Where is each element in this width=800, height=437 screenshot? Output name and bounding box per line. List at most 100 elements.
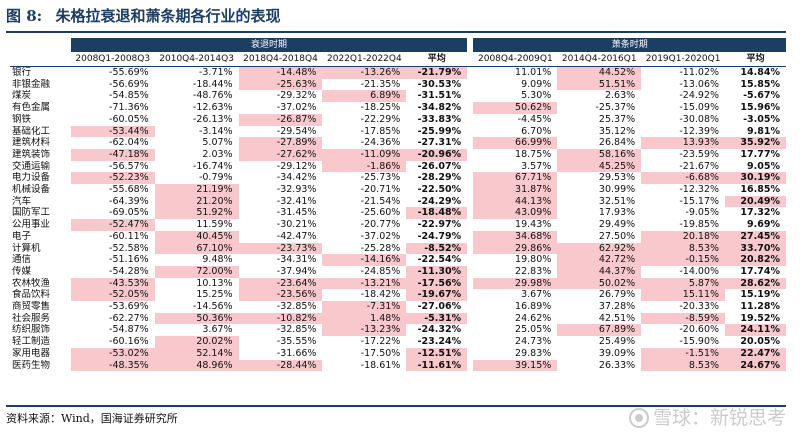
value-cell: -14.00%	[679, 265, 720, 277]
snowball-logo-icon	[628, 408, 649, 428]
value-cell: -15.90%	[679, 336, 720, 348]
source-note: 资料来源：Wind，国海证券研究所	[6, 412, 178, 425]
table-row: 商贸零售 -53.69% -14.56% -32.85% -7.31% -27.06% 16…	[10, 301, 786, 313]
bottom-rule	[6, 405, 786, 407]
value-cell: -54.28%	[109, 265, 149, 277]
value-cell: -16.74%	[192, 160, 233, 172]
value-cell: -10.82%	[238, 312, 323, 325]
value-cell: -30.08%	[679, 113, 720, 125]
average-cell: -33.83%	[417, 113, 462, 125]
table-row: 食品饮料 -52.05% 15.25% -23.56% -18.42% -19.67% 3.…	[10, 289, 786, 302]
value-cell: -29.54%	[276, 125, 317, 137]
value-cell: -32.85%	[276, 324, 317, 336]
value-cell: -34.42%	[276, 172, 317, 184]
value-cell: 3.67%	[521, 289, 552, 301]
period-header-average: 平均	[406, 52, 468, 67]
industry-name: 建筑装饰	[12, 148, 51, 160]
value-cell: 26.33%	[598, 359, 636, 371]
value-cell: 32.51%	[598, 195, 636, 207]
value-cell: 8.53%	[641, 359, 726, 372]
average-cell: 27.45%	[725, 230, 786, 243]
value-cell: -53.44%	[70, 125, 155, 138]
value-cell: -17.85%	[360, 125, 401, 137]
value-cell: -24.36%	[360, 137, 401, 149]
group-depression: 萧条时期	[473, 38, 786, 52]
average-cell: 33.70%	[725, 242, 786, 255]
table-body: 银行 -55.69% -3.71% -14.48% -13.26% -21.79% 11.0…	[10, 66, 786, 372]
value-cell: -60.16%	[109, 336, 149, 348]
value-cell: 21.20%	[154, 195, 239, 208]
value-cell: -13.26%	[322, 66, 407, 79]
average-cell: 22.47%	[725, 347, 786, 360]
period-header-row: 2008Q1-2008Q3 2010Q4-2014Q3 2018Q4-2018Q…	[10, 52, 786, 67]
period-header: 2008Q1-2008Q3	[70, 52, 155, 67]
table-row: 汽车 -64.39% 21.20% -32.41% -21.54% -24.29% 44.1…	[10, 195, 786, 208]
average-cell: -24.79%	[417, 230, 462, 242]
table-row: 有色金属 -71.36% -12.63% -37.02% -18.25% -34.82% 5…	[10, 102, 786, 114]
value-cell: -54.85%	[109, 90, 149, 102]
table-row: 建筑装饰 -47.18% 2.03% -27.62% -11.09% -20.96% 18.…	[10, 148, 786, 161]
value-cell: -25.60%	[360, 207, 401, 219]
table-row: 国防军工 -69.05% 51.92% -31.45% -25.60% -18.48% 43…	[10, 207, 786, 220]
average-cell: -31.51%	[417, 90, 462, 102]
average-cell: 17.77%	[740, 148, 780, 160]
value-cell: 1.48%	[322, 312, 407, 325]
table-row: 煤炭 -54.85% -48.76% -29.32% 6.89% -31.51% 5.30%…	[10, 90, 786, 103]
average-cell: 17.74%	[740, 265, 780, 277]
value-cell: -1.86%	[322, 160, 407, 173]
value-cell: 6.89%	[322, 90, 407, 103]
period-header-average: 平均	[725, 52, 786, 67]
value-cell: -12.39%	[679, 125, 720, 137]
value-cell: 25.05%	[515, 324, 552, 336]
average-cell: -27.06%	[417, 301, 462, 313]
table-row: 建筑材料 -62.04% 5.07% -27.89% -24.36% -27.31% 66.…	[10, 137, 786, 149]
value-cell: -35.55%	[276, 336, 317, 348]
value-cell: -30.21%	[276, 219, 317, 231]
table-row: 非银金融 -56.69% -18.44% -25.63% -21.35% -30.53% 9…	[10, 78, 786, 91]
average-cell: -5.31%	[406, 312, 468, 325]
value-cell: -52.23%	[70, 172, 155, 185]
value-cell: 40.45%	[154, 230, 239, 243]
value-cell: -0.15%	[641, 254, 726, 266]
value-cell: -51.16%	[109, 254, 149, 266]
value-cell: 10.13%	[196, 277, 233, 289]
value-cell: -22.29%	[360, 113, 401, 125]
value-cell: 3.57%	[521, 160, 552, 172]
value-cell: -62.04%	[109, 137, 149, 149]
value-cell: -54.87%	[109, 324, 149, 336]
value-cell: -7.31%	[322, 301, 407, 313]
figure-title: 图 8: 朱格拉衰退和萧条期各行业的表现	[6, 4, 280, 28]
value-cell: 6.70%	[521, 125, 552, 137]
industry-name: 非银金融	[12, 78, 51, 90]
value-cell: 22.83%	[515, 265, 552, 277]
value-cell: -55.69%	[109, 67, 149, 78]
value-cell: -64.39%	[109, 195, 149, 207]
value-cell: -23.56%	[238, 289, 323, 302]
average-cell: -24.32%	[417, 324, 462, 336]
average-cell: 17.32%	[740, 207, 780, 219]
average-cell: 35.92%	[725, 137, 786, 149]
value-cell: -13.06%	[679, 78, 720, 90]
average-cell: 19.52%	[740, 312, 780, 324]
value-cell: -31.66%	[276, 347, 317, 359]
table-row: 社会服务 -62.27% 50.36% -10.82% 1.48% -5.31% 24.62…	[10, 312, 786, 325]
value-cell: 16.89%	[515, 301, 552, 313]
value-cell: -27.89%	[238, 137, 323, 149]
average-cell: -8.52%	[406, 242, 468, 255]
value-cell: 48.96%	[154, 359, 239, 372]
industry-name: 基础化工	[12, 125, 51, 137]
average-cell: 15.96%	[740, 102, 780, 114]
value-cell: 3.67%	[202, 324, 233, 336]
value-cell: -53.02%	[70, 347, 155, 360]
industry-name: 商贸零售	[12, 301, 51, 313]
value-cell: 17.93%	[598, 207, 636, 219]
value-cell: -23.59%	[679, 148, 720, 160]
value-cell: 11.59%	[196, 219, 233, 231]
average-cell: 20.05%	[740, 336, 780, 348]
average-cell: -3.05%	[743, 113, 780, 125]
value-cell: -17.22%	[360, 336, 401, 348]
value-cell: -24.85%	[360, 265, 401, 277]
industry-name: 交通运输	[12, 160, 51, 172]
industry-name: 农林牧渔	[12, 277, 51, 289]
value-cell: -13.23%	[322, 324, 407, 337]
